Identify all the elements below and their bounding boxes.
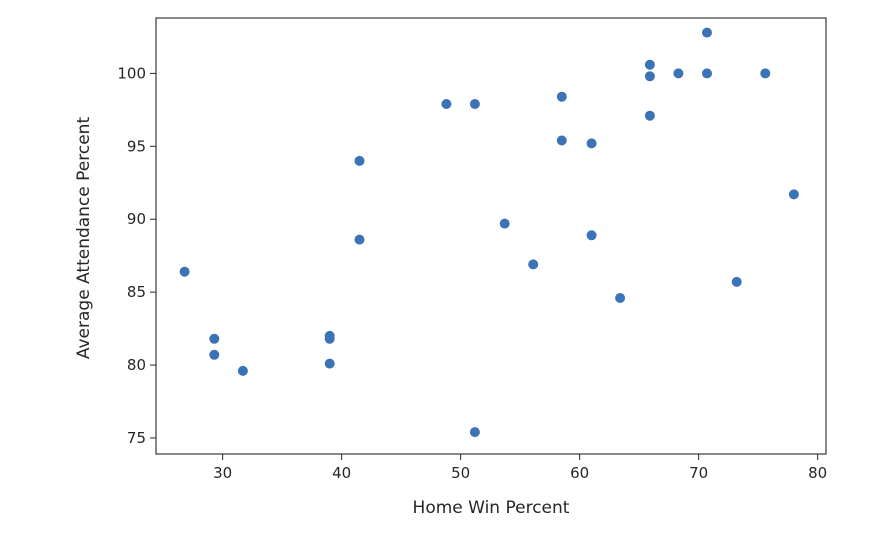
data-point-18 [615, 293, 626, 303]
data-point-16 [586, 138, 597, 149]
data-point-20 [644, 71, 655, 82]
data-point-15 [556, 135, 567, 146]
data-point-0 [179, 266, 190, 277]
y-tick-label-3: 90 [127, 210, 146, 228]
y-axis-label: Average Attendance Percent [74, 117, 94, 360]
data-point-26 [760, 68, 771, 79]
data-point-2 [209, 349, 220, 360]
data-point-3 [237, 365, 248, 376]
data-point-6 [324, 358, 335, 369]
data-point-25 [731, 276, 742, 287]
data-point-12 [499, 218, 510, 229]
y-tick-label-5: 100 [117, 64, 146, 82]
x-tick-label-0: 30 [213, 464, 232, 482]
y-tick-label-0: 75 [127, 429, 146, 447]
data-point-7 [354, 155, 365, 166]
data-point-17 [586, 230, 597, 241]
data-point-10 [469, 99, 480, 109]
x-tick-label-4: 70 [689, 464, 708, 482]
data-point-22 [673, 68, 684, 79]
data-point-9 [441, 99, 452, 109]
data-point-24 [702, 68, 712, 79]
data-point-13 [528, 259, 539, 270]
data-point-11 [469, 427, 480, 438]
y-tick-label-2: 85 [127, 283, 146, 301]
x-axis-ticks: 30 40 50 60 70 80 [213, 454, 827, 482]
x-tick-label-1: 40 [332, 464, 351, 482]
y-tick-label-1: 80 [127, 356, 146, 374]
y-axis-ticks: 75 80 85 90 95 100 [117, 64, 156, 447]
data-point-8 [354, 234, 365, 245]
points-layer [179, 27, 799, 438]
x-tick-label-5: 80 [808, 464, 827, 482]
data-point-21 [644, 110, 655, 121]
y-tick-label-4: 95 [127, 137, 146, 155]
data-point-27 [788, 189, 799, 200]
data-point-14 [556, 91, 567, 102]
data-point-5 [324, 333, 335, 344]
data-point-1 [209, 333, 220, 344]
data-point-19 [644, 59, 655, 70]
x-tick-label-3: 60 [570, 464, 589, 482]
plot-frame [155, 17, 827, 455]
data-point-23 [702, 27, 712, 38]
x-axis-label: Home Win Percent [413, 498, 570, 518]
x-tick-label-2: 50 [451, 464, 470, 482]
